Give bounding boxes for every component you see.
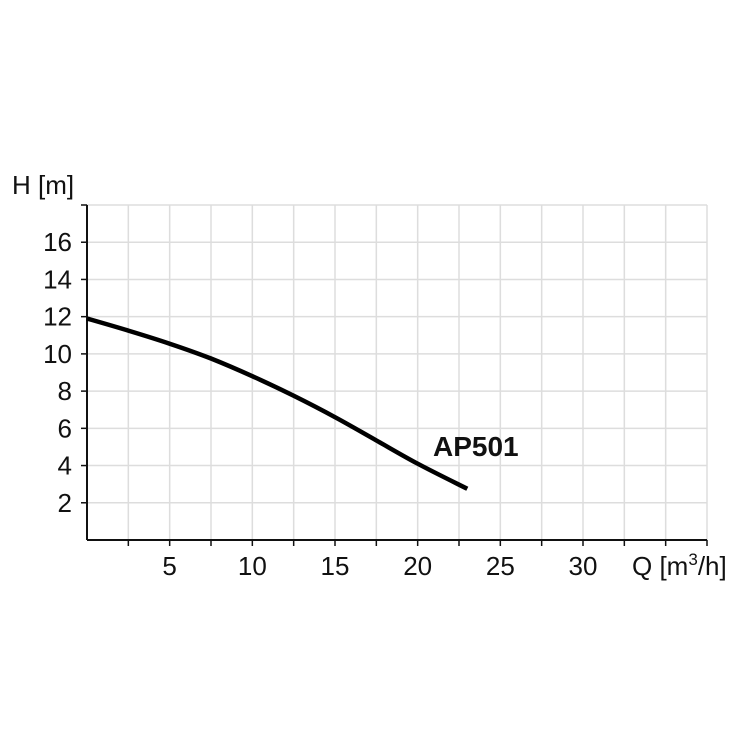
- x-tick-label: 15: [321, 551, 350, 581]
- x-tick-label: 10: [238, 551, 267, 581]
- x-axis-title-superscript: 3: [688, 550, 697, 569]
- y-tick-label: 16: [43, 227, 72, 257]
- series-label: AP501: [433, 431, 519, 462]
- y-tick-label: 2: [58, 488, 72, 518]
- x-axis-title-end: /h]: [698, 551, 727, 581]
- x-tick-label: 30: [569, 551, 598, 581]
- axes: [81, 204, 708, 546]
- y-tick-label: 4: [58, 451, 72, 481]
- y-tick-label: 6: [58, 413, 72, 443]
- tick-labels: 5 10 15 20 25 30 2 4 6 8 10 12 14 16: [43, 227, 597, 581]
- series-line-0: [86, 316, 469, 491]
- x-tick-label: 20: [403, 551, 432, 581]
- y-tick-label: 12: [43, 302, 72, 332]
- x-tick-label: 25: [486, 551, 515, 581]
- x-axis-title: Q [m3/h]: [632, 550, 727, 581]
- series-lines: [86, 316, 469, 491]
- y-tick-label: 8: [58, 376, 72, 406]
- y-tick-label: 10: [43, 339, 72, 369]
- x-axis-title-main: Q [m: [632, 551, 688, 581]
- y-axis-title: H [m]: [12, 170, 74, 200]
- x-tick-label: 5: [162, 551, 176, 581]
- grid-lines: [87, 204, 708, 540]
- y-tick-label: 14: [43, 264, 72, 294]
